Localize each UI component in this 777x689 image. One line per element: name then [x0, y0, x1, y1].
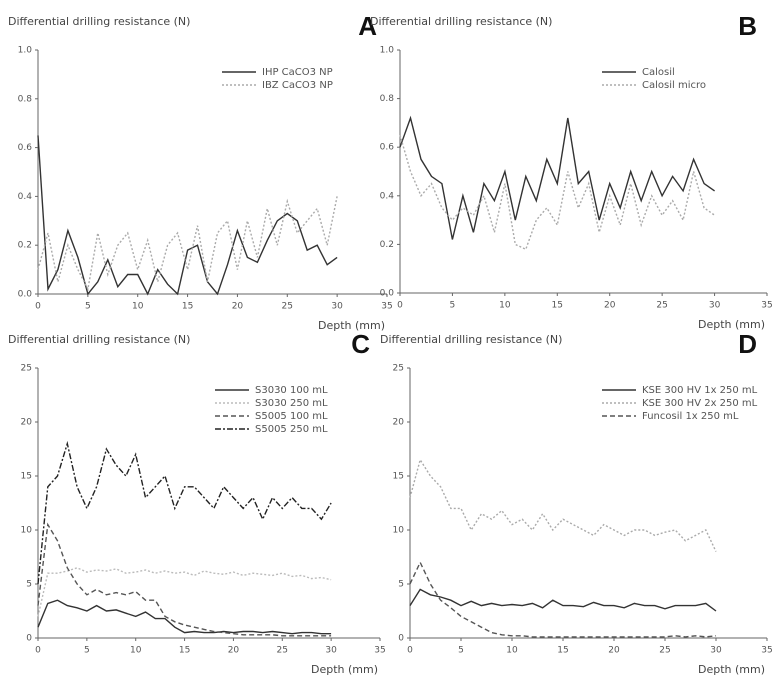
legend-label: S5005 250 mL	[255, 424, 328, 435]
y-tick-label: 0.8	[18, 94, 33, 104]
y-tick-label: 10	[21, 526, 33, 536]
x-tick-label: 30	[709, 301, 721, 311]
x-axis-title: Depth (mm)	[311, 663, 378, 676]
x-tick-label: 0	[35, 302, 41, 312]
y-tick-label: 20	[21, 418, 33, 428]
y-tick-label: 0.4	[380, 191, 395, 201]
y-tick-label: 0.4	[18, 192, 33, 202]
panel-label: C	[351, 329, 370, 359]
x-tick-label: 25	[282, 302, 293, 312]
series-line	[37, 135, 338, 296]
x-tick-label: 30	[331, 302, 343, 312]
y-tick-label: 15	[393, 472, 404, 482]
x-tick-label: 5	[458, 646, 464, 656]
series-line	[37, 522, 332, 637]
y-tick-label: 0.2	[380, 240, 394, 250]
series-line	[399, 134, 715, 251]
series-line	[37, 440, 332, 585]
x-tick-label: 25	[659, 646, 670, 656]
y-tick-label: 25	[393, 364, 404, 374]
legend-label: IHP CaCO3 NP	[262, 67, 333, 78]
x-axis-title: Depth (mm)	[698, 318, 765, 331]
series-line	[409, 588, 717, 612]
x-tick-label: 25	[656, 301, 667, 311]
x-tick-label: 25	[277, 646, 288, 656]
y-tick-label: 0.6	[18, 143, 33, 153]
x-tick-label: 35	[374, 646, 385, 656]
legend-label: S3030 250 mL	[255, 398, 328, 409]
x-tick-label: 10	[499, 301, 511, 311]
x-tick-label: 35	[761, 646, 772, 656]
x-tick-label: 15	[179, 646, 190, 656]
y-tick-label: 0.0	[380, 289, 395, 299]
y-tick-label: 5	[398, 580, 404, 590]
x-tick-label: 30	[710, 646, 722, 656]
panel-label: A	[358, 11, 377, 41]
y-tick-label: 25	[21, 364, 32, 374]
x-tick-label: 0	[397, 301, 403, 311]
y-tick-label: 0.8	[380, 94, 395, 104]
y-axis-title: Differential drilling resistance (N)	[370, 15, 552, 28]
y-tick-label: 15	[21, 472, 32, 482]
x-tick-label: 35	[381, 302, 392, 312]
y-tick-label: 0.0	[18, 290, 33, 300]
y-tick-label: 0	[398, 634, 404, 644]
y-tick-label: 10	[393, 526, 405, 536]
x-tick-label: 15	[182, 302, 193, 312]
x-tick-label: 10	[506, 646, 518, 656]
legend-label: S3030 100 mL	[255, 385, 328, 396]
series-line	[409, 560, 717, 638]
y-tick-label: 1.0	[380, 46, 395, 56]
series-line	[37, 599, 332, 635]
x-tick-label: 20	[604, 301, 616, 311]
x-tick-label: 15	[552, 301, 563, 311]
x-tick-label: 5	[84, 646, 90, 656]
legend-label: Funcosil 1x 250 mL	[642, 411, 739, 422]
x-tick-label: 35	[761, 301, 772, 311]
y-tick-label: 0	[26, 634, 32, 644]
x-tick-label: 5	[450, 301, 456, 311]
series-line	[37, 567, 332, 617]
legend-label: S5005 100 mL	[255, 411, 328, 422]
x-tick-label: 15	[557, 646, 568, 656]
legend-label: KSE 300 HV 2x 250 mL	[642, 398, 758, 409]
x-tick-label: 10	[130, 646, 142, 656]
x-tick-label: 10	[132, 302, 144, 312]
y-tick-label: 0.2	[18, 241, 32, 251]
legend-label: IBZ CaCO3 NP	[262, 80, 333, 91]
y-tick-label: 1.0	[18, 46, 33, 56]
series-line	[399, 115, 715, 240]
y-axis-title: Differential drilling resistance (N)	[8, 15, 190, 28]
x-axis-title: Depth (mm)	[698, 663, 765, 676]
y-axis-title: Differential drilling resistance (N)	[380, 333, 562, 346]
x-tick-label: 0	[407, 646, 413, 656]
x-tick-label: 20	[232, 302, 244, 312]
x-tick-label: 30	[325, 646, 337, 656]
y-tick-label: 0.6	[380, 143, 395, 153]
legend-label: KSE 300 HV 1x 250 mL	[642, 385, 758, 396]
legend-label: Calosil	[642, 67, 675, 78]
panel-label: D	[738, 329, 757, 359]
series-line	[37, 196, 338, 292]
y-tick-label: 5	[26, 580, 32, 590]
x-tick-label: 5	[85, 302, 91, 312]
x-tick-label: 20	[608, 646, 620, 656]
y-axis-title: Differential drilling resistance (N)	[8, 333, 190, 346]
legend-label: Calosil micro	[642, 80, 706, 91]
y-tick-label: 20	[393, 418, 405, 428]
series-line	[409, 458, 717, 552]
x-tick-label: 20	[228, 646, 240, 656]
panel-label: B	[738, 11, 757, 41]
x-axis-title: Depth (mm)	[318, 319, 385, 332]
x-tick-label: 0	[35, 646, 41, 656]
